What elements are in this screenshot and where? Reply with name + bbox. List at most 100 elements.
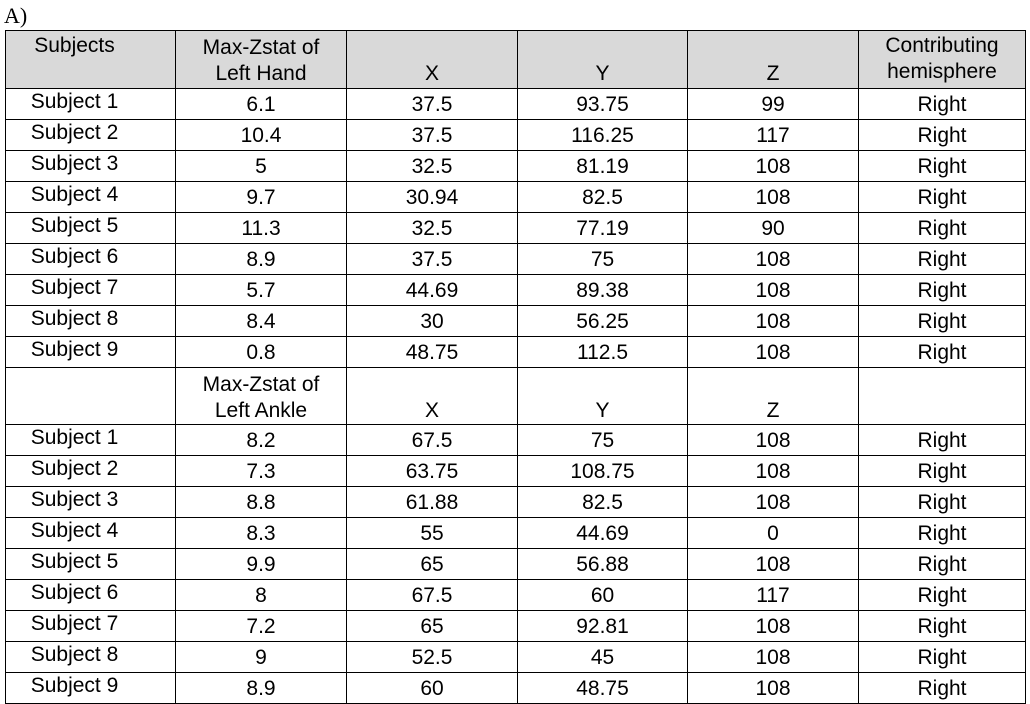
hand-table-row: Subject 8 8.4 30 56.25 108 Right bbox=[5, 305, 1026, 337]
column-header-x: X bbox=[346, 30, 518, 89]
cell-zstat: 6.1 bbox=[175, 88, 347, 120]
cell-z: 108 bbox=[687, 181, 859, 213]
results-table: Subjects Max-Zstat of Left Hand X Y Z Co… bbox=[5, 30, 1026, 704]
cell-hemisphere: Right bbox=[858, 486, 1026, 518]
cell-subject: Subject 2 bbox=[5, 455, 176, 487]
cell-zstat: 8.4 bbox=[175, 305, 347, 337]
cell-hemisphere: Right bbox=[858, 305, 1026, 337]
cell-subject: Subject 4 bbox=[5, 517, 176, 549]
cell-zstat: 9.9 bbox=[175, 548, 347, 580]
hand-table-row: Subject 4 9.7 30.94 82.5 108 Right bbox=[5, 181, 1026, 213]
cell-hemisphere: Right bbox=[858, 88, 1026, 120]
cell-x: 65 bbox=[346, 548, 518, 580]
cell-z: 90 bbox=[687, 212, 859, 244]
cell-y: 77.19 bbox=[517, 212, 688, 244]
cell-hemisphere: Right bbox=[858, 336, 1026, 368]
cell-hemisphere: Right bbox=[858, 641, 1026, 673]
cell-y: 56.88 bbox=[517, 548, 688, 580]
cell-y: 108.75 bbox=[517, 455, 688, 487]
cell-zstat: 7.2 bbox=[175, 610, 347, 642]
cell-z: 0 bbox=[687, 517, 859, 549]
cell-x: 30 bbox=[346, 305, 518, 337]
cell-subject: Subject 4 bbox=[5, 181, 176, 213]
hand-table-row: Subject 9 0.8 48.75 112.5 108 Right bbox=[5, 336, 1026, 368]
cell-zstat: 0.8 bbox=[175, 336, 347, 368]
cell-hemisphere: Right bbox=[858, 672, 1026, 704]
cell-zstat: 8.3 bbox=[175, 517, 347, 549]
cell-hemisphere: Right bbox=[858, 548, 1026, 580]
cell-subject: Subject 9 bbox=[5, 672, 176, 704]
cell-z: 117 bbox=[687, 119, 859, 151]
cell-y: 82.5 bbox=[517, 486, 688, 518]
column-header-z: Z bbox=[687, 30, 859, 89]
cell-y: 48.75 bbox=[517, 672, 688, 704]
cell-x: 32.5 bbox=[346, 212, 518, 244]
cell-x: 67.5 bbox=[346, 424, 518, 456]
ankle-column-header-y: Y bbox=[517, 367, 688, 425]
cell-x: 30.94 bbox=[346, 181, 518, 213]
cell-subject: Subject 1 bbox=[5, 88, 176, 120]
cell-x: 65 bbox=[346, 610, 518, 642]
cell-hemisphere: Right bbox=[858, 517, 1026, 549]
cell-zstat: 5 bbox=[175, 150, 347, 182]
cell-z: 108 bbox=[687, 274, 859, 306]
ankle-header-hemisphere-empty bbox=[858, 367, 1026, 425]
column-header-max-zstat-left-ankle: Max-Zstat of Left Ankle bbox=[175, 367, 347, 425]
cell-z: 108 bbox=[687, 243, 859, 275]
cell-y: 116.25 bbox=[517, 119, 688, 151]
cell-z: 108 bbox=[687, 672, 859, 704]
ankle-table-row: Subject 7 7.2 65 92.81 108 Right bbox=[5, 610, 1026, 642]
cell-x: 44.69 bbox=[346, 274, 518, 306]
ankle-table-row: Subject 3 8.8 61.88 82.5 108 Right bbox=[5, 486, 1026, 518]
cell-zstat: 7.3 bbox=[175, 455, 347, 487]
cell-subject: Subject 3 bbox=[5, 150, 176, 182]
hand-table-row: Subject 3 5 32.5 81.19 108 Right bbox=[5, 150, 1026, 182]
cell-z: 108 bbox=[687, 548, 859, 580]
cell-y: 82.5 bbox=[517, 181, 688, 213]
cell-z: 108 bbox=[687, 455, 859, 487]
cell-subject: Subject 8 bbox=[5, 641, 176, 673]
cell-y: 92.81 bbox=[517, 610, 688, 642]
cell-hemisphere: Right bbox=[858, 243, 1026, 275]
cell-z: 108 bbox=[687, 150, 859, 182]
cell-x: 67.5 bbox=[346, 579, 518, 611]
cell-x: 63.75 bbox=[346, 455, 518, 487]
cell-zstat: 10.4 bbox=[175, 119, 347, 151]
cell-zstat: 8.9 bbox=[175, 243, 347, 275]
cell-y: 75 bbox=[517, 424, 688, 456]
cell-y: 89.38 bbox=[517, 274, 688, 306]
cell-y: 112.5 bbox=[517, 336, 688, 368]
cell-z: 108 bbox=[687, 305, 859, 337]
cell-z: 108 bbox=[687, 610, 859, 642]
cell-hemisphere: Right bbox=[858, 274, 1026, 306]
cell-zstat: 8 bbox=[175, 579, 347, 611]
cell-z: 108 bbox=[687, 486, 859, 518]
cell-hemisphere: Right bbox=[858, 579, 1026, 611]
hand-table-row: Subject 2 10.4 37.5 116.25 117 Right bbox=[5, 119, 1026, 151]
table-header-row: Subjects Max-Zstat of Left Hand X Y Z Co… bbox=[5, 30, 1026, 89]
column-header-contributing-hemisphere: Contributing hemisphere bbox=[858, 30, 1026, 89]
cell-hemisphere: Right bbox=[858, 610, 1026, 642]
panel-label: A) bbox=[4, 3, 28, 28]
cell-zstat: 8.9 bbox=[175, 672, 347, 704]
ankle-table-row: Subject 1 8.2 67.5 75 108 Right bbox=[5, 424, 1026, 456]
cell-zstat: 8.2 bbox=[175, 424, 347, 456]
cell-hemisphere: Right bbox=[858, 119, 1026, 151]
cell-x: 61.88 bbox=[346, 486, 518, 518]
cell-y: 81.19 bbox=[517, 150, 688, 182]
ankle-header-empty bbox=[5, 367, 176, 425]
cell-subject: Subject 8 bbox=[5, 305, 176, 337]
cell-z: 99 bbox=[687, 88, 859, 120]
cell-z: 108 bbox=[687, 336, 859, 368]
cell-zstat: 8.8 bbox=[175, 486, 347, 518]
cell-subject: Subject 7 bbox=[5, 610, 176, 642]
cell-subject: Subject 3 bbox=[5, 486, 176, 518]
cell-y: 44.69 bbox=[517, 517, 688, 549]
ankle-table-row: Subject 9 8.9 60 48.75 108 Right bbox=[5, 672, 1026, 704]
cell-x: 60 bbox=[346, 672, 518, 704]
cell-x: 37.5 bbox=[346, 243, 518, 275]
hand-table-row: Subject 5 11.3 32.5 77.19 90 Right bbox=[5, 212, 1026, 244]
cell-y: 45 bbox=[517, 641, 688, 673]
cell-zstat: 9.7 bbox=[175, 181, 347, 213]
ankle-column-header-x: X bbox=[346, 367, 518, 425]
